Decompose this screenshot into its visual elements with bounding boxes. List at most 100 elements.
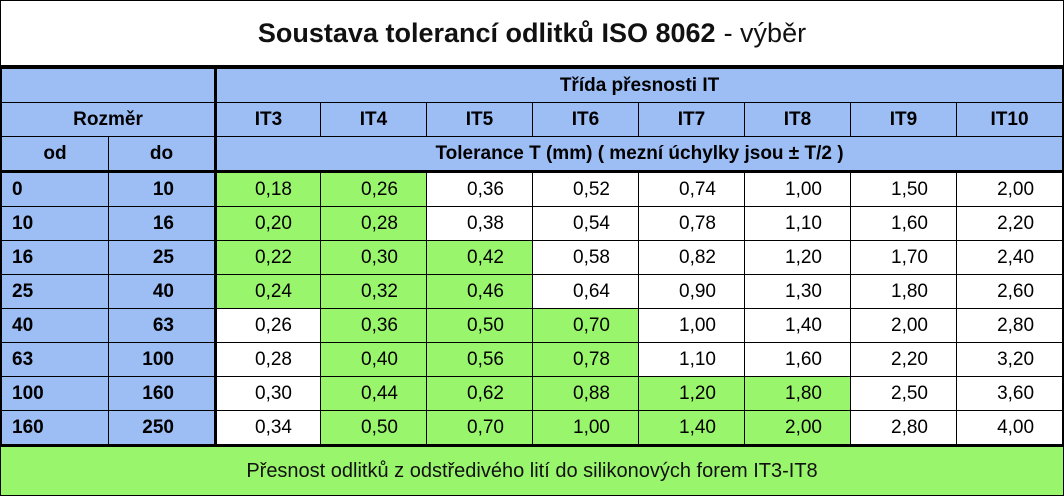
header-blank: [1, 67, 216, 103]
tolerance-cell: 0,70: [426, 410, 533, 445]
tolerance-cell: 1,60: [744, 342, 851, 377]
class-header-it7: IT7: [638, 102, 745, 137]
tolerance-cell: 0,44: [320, 376, 427, 411]
tolerance-cell: 1,00: [744, 170, 851, 207]
row-from: 16: [1, 240, 109, 275]
to-header: do: [108, 136, 216, 172]
table-row: 16 25 0,22 0,30 0,42 0,58 0,82 1,20 1,70 2,40: [1, 240, 1064, 275]
tolerance-cell: 1,40: [638, 410, 745, 445]
tolerance-cell: 0,50: [426, 308, 533, 343]
class-header-it8: IT8: [744, 102, 851, 137]
tolerance-cell: 0,54: [532, 206, 639, 241]
header-row-classes: Rozměr IT3 IT4 IT5 IT6 IT7 IT8 IT9 IT10: [1, 102, 1064, 137]
class-header-it9: IT9: [850, 102, 957, 137]
tolerance-cell: 0,40: [320, 342, 427, 377]
tolerance-cell: 2,60: [955, 274, 1064, 309]
tolerance-cell: 2,40: [955, 240, 1064, 275]
row-from: 100: [1, 376, 109, 411]
tolerance-cell: 2,80: [955, 308, 1064, 343]
table-row: 160 250 0,34 0,50 0,70 1,00 1,40 2,00 2,80 4,00: [1, 410, 1064, 445]
row-to: 25: [108, 240, 216, 275]
tolerance-cell: 2,00: [744, 410, 851, 445]
table-row: 25 40 0,24 0,32 0,46 0,64 0,90 1,30 1,80 2,60: [1, 274, 1064, 309]
row-from: 63: [1, 342, 109, 377]
title-suffix: - výběr: [723, 17, 807, 48]
tolerance-cell: 0,78: [638, 206, 745, 241]
row-to: 160: [108, 376, 216, 411]
tolerance-cell: 0,50: [320, 410, 427, 445]
class-header-it10: IT10: [955, 102, 1064, 137]
tolerance-cell: 1,80: [850, 274, 957, 309]
table-row: 0 10 0,18 0,26 0,36 0,52 0,74 1,00 1,50 2,00: [1, 170, 1064, 207]
tolerance-cell: 0,46: [426, 274, 533, 309]
tolerance-cell: 4,00: [955, 410, 1064, 445]
header-row-class: Třída přesnosti IT: [1, 67, 1064, 103]
footer-note: Přesnost odlitků z odstředivého lití do …: [1, 445, 1063, 495]
tolerance-cell: 1,20: [744, 240, 851, 275]
tolerance-cell: 1,50: [850, 170, 957, 207]
dimension-header: Rozměr: [1, 102, 216, 137]
row-to: 40: [108, 274, 216, 309]
row-from: 25: [1, 274, 109, 309]
row-to: 63: [108, 308, 216, 343]
tolerance-cell: 0,78: [532, 342, 639, 377]
tolerance-cell: 1,20: [638, 376, 745, 411]
class-header-it4: IT4: [320, 102, 427, 137]
tolerance-cell: 0,62: [426, 376, 533, 411]
tolerance-cell: 0,28: [214, 342, 321, 377]
page-title: Soustava tolerancí odlitků ISO 8062 - vý…: [1, 1, 1063, 67]
class-header-it6: IT6: [532, 102, 639, 137]
tolerance-cell: 0,38: [426, 206, 533, 241]
class-header-it5: IT5: [426, 102, 533, 137]
tolerance-cell: 2,00: [850, 308, 957, 343]
from-header: od: [1, 136, 109, 172]
tolerance-cell: 3,20: [955, 342, 1064, 377]
table-row: 40 63 0,26 0,36 0,50 0,70 1,00 1,40 2,00 2,80: [1, 308, 1064, 343]
tolerance-cell: 0,28: [320, 206, 427, 241]
tolerance-cell: 0,36: [426, 170, 533, 207]
tolerance-cell: 0,20: [214, 206, 321, 241]
tolerance-cell: 0,32: [320, 274, 427, 309]
tolerance-cell: 0,26: [320, 170, 427, 207]
tolerance-cell: 2,20: [850, 342, 957, 377]
tolerance-cell: 0,22: [214, 240, 321, 275]
tolerance-cell: 1,00: [638, 308, 745, 343]
tolerance-cell: 0,56: [426, 342, 533, 377]
row-from: 10: [1, 206, 109, 241]
tolerance-cell: 0,88: [532, 376, 639, 411]
tolerance-cell: 1,10: [744, 206, 851, 241]
row-from: 160: [1, 410, 109, 445]
tolerance-cell: 0,24: [214, 274, 321, 309]
tolerance-cell: 0,74: [638, 170, 745, 207]
tolerance-cell: 0,64: [532, 274, 639, 309]
class-header-it3: IT3: [214, 102, 321, 137]
row-to: 10: [108, 170, 216, 207]
tolerance-cell: 2,80: [850, 410, 957, 445]
tolerance-cell: 0,34: [214, 410, 321, 445]
row-from: 40: [1, 308, 109, 343]
tolerance-cell: 1,30: [744, 274, 851, 309]
tolerance-cell: 0,26: [214, 308, 321, 343]
tolerance-cell: 2,50: [850, 376, 957, 411]
tolerance-cell: 0,18: [214, 170, 321, 207]
row-to: 16: [108, 206, 216, 241]
row-to: 100: [108, 342, 216, 377]
tolerance-cell: 0,30: [320, 240, 427, 275]
tolerance-cell: 0,30: [214, 376, 321, 411]
row-from: 0: [1, 170, 109, 207]
tolerance-cell: 1,40: [744, 308, 851, 343]
tolerance-cell: 0,70: [532, 308, 639, 343]
class-group-header: Třída přesnosti IT: [213, 67, 1064, 103]
tolerance-cell: 0,52: [532, 170, 639, 207]
tolerance-cell: 0,42: [426, 240, 533, 275]
row-to: 250: [108, 410, 216, 445]
tolerance-cell: 1,60: [850, 206, 957, 241]
tolerance-cell: 1,10: [638, 342, 745, 377]
tolerance-cell: 3,60: [955, 376, 1064, 411]
tolerance-cell: 0,58: [532, 240, 639, 275]
tolerance-table: Třída přesnosti IT Rozměr IT3 IT4 IT5 IT6 IT…: [1, 67, 1064, 445]
table-row: 100 160 0,30 0,44 0,62 0,88 1,20 1,80 2,50 3,60: [1, 376, 1064, 411]
title-main: Soustava tolerancí odlitků ISO 8062: [257, 17, 716, 48]
tolerance-caption: Tolerance T (mm) ( mezní úchylky jsou ± …: [213, 136, 1064, 172]
